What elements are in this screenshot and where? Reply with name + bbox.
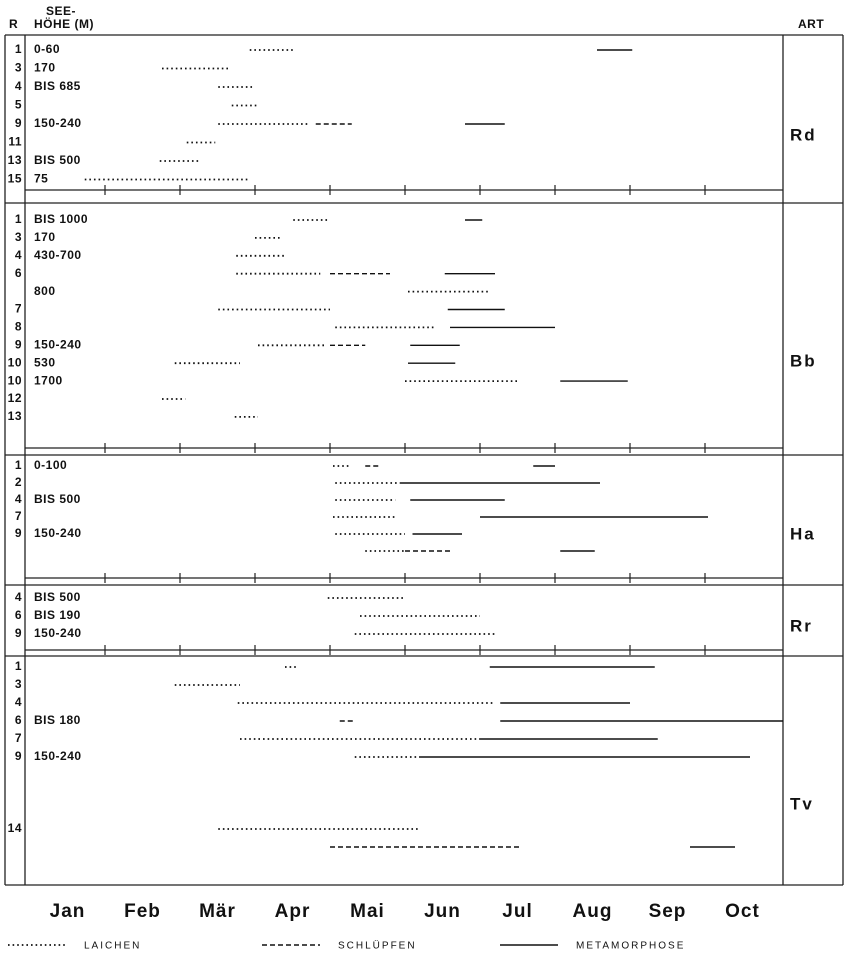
- species-label: Rd: [790, 126, 817, 145]
- row-number: 11: [8, 135, 22, 149]
- row-number: 7: [15, 731, 22, 745]
- col-r-header: R: [9, 17, 18, 31]
- row-number: 2: [15, 475, 22, 489]
- elevation: 0-100: [34, 458, 67, 472]
- row-number: 6: [15, 266, 22, 280]
- elevation: 1700: [34, 373, 63, 387]
- month-label: Feb: [124, 901, 161, 922]
- col-elev-header: HÖHE (M): [34, 16, 94, 31]
- month-label: Mai: [350, 901, 385, 922]
- elevation: 150-240: [34, 337, 82, 351]
- species-label: Tv: [790, 794, 814, 813]
- row-number: 1: [15, 659, 22, 673]
- elevation: BIS 500: [34, 590, 81, 604]
- row-number: 1: [15, 458, 22, 472]
- species-label: Ha: [790, 524, 816, 543]
- month-label: Aug: [573, 901, 613, 922]
- elevation: 170: [34, 61, 56, 75]
- month-label: Apr: [275, 901, 311, 922]
- month-label: Sep: [649, 901, 687, 922]
- species-label: Bb: [790, 352, 817, 371]
- row-number: 15: [8, 172, 22, 186]
- elevation: 75: [34, 172, 48, 186]
- row-number: 5: [15, 98, 22, 112]
- row-number: 9: [15, 116, 22, 130]
- row-number: 4: [15, 79, 22, 93]
- elevation: BIS 1000: [34, 212, 88, 226]
- legend-label: LAICHEN: [84, 941, 141, 952]
- row-number: 4: [15, 695, 22, 709]
- elevation: 170: [34, 230, 56, 244]
- row-number: 8: [15, 320, 22, 334]
- row-number: 12: [8, 391, 22, 405]
- elevation: 150-240: [34, 749, 82, 763]
- elevation: 430-700: [34, 248, 82, 262]
- elevation: 150-240: [34, 626, 82, 640]
- row-number: 7: [15, 509, 22, 523]
- row-number: 10: [8, 373, 22, 387]
- elevation: BIS 180: [34, 713, 81, 727]
- row-number: 7: [15, 302, 22, 316]
- month-label: Jan: [50, 901, 86, 922]
- row-number: 4: [15, 248, 22, 262]
- elevation: 150-240: [34, 116, 82, 130]
- month-label: Oct: [725, 901, 760, 922]
- row-number: 9: [15, 337, 22, 351]
- month-label: Jun: [424, 901, 461, 922]
- col-art-header: ART: [798, 17, 824, 31]
- col-elev-header: SEE-: [46, 4, 76, 18]
- elevation: BIS 500: [34, 492, 81, 506]
- row-number: 1: [15, 212, 22, 226]
- row-number: 10: [8, 355, 22, 369]
- elevation: BIS 685: [34, 79, 81, 93]
- row-number: 13: [8, 409, 22, 423]
- row-number: 4: [15, 590, 22, 604]
- row-number: 1: [15, 42, 22, 56]
- row-number: 13: [8, 153, 22, 167]
- row-number: 3: [15, 230, 22, 244]
- row-number: 9: [15, 749, 22, 763]
- month-label: Mär: [199, 901, 236, 922]
- row-number: 3: [15, 677, 22, 691]
- row-number: 9: [15, 526, 22, 540]
- legend-label: METAMORPHOSE: [576, 941, 685, 952]
- elevation: BIS 500: [34, 153, 81, 167]
- legend-label: SCHLÜPFEN: [338, 940, 417, 952]
- elevation: 530: [34, 355, 56, 369]
- row-number: 6: [15, 713, 22, 727]
- elevation: BIS 190: [34, 608, 81, 622]
- elevation: 0-60: [34, 42, 60, 56]
- species-label: Rr: [790, 617, 813, 636]
- row-number: 3: [15, 61, 22, 75]
- row-number: 6: [15, 608, 22, 622]
- elevation: 800: [34, 284, 56, 298]
- month-label: Jul: [502, 901, 532, 922]
- elevation: 150-240: [34, 526, 82, 540]
- row-number: 9: [15, 626, 22, 640]
- row-number: 14: [8, 821, 22, 835]
- row-number: 4: [15, 492, 22, 506]
